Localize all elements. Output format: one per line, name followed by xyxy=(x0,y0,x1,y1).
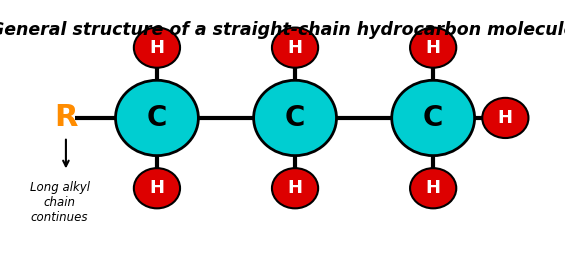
Ellipse shape xyxy=(410,168,457,208)
Ellipse shape xyxy=(115,80,198,156)
Ellipse shape xyxy=(254,80,337,156)
Text: H: H xyxy=(425,39,441,57)
Ellipse shape xyxy=(392,80,475,156)
Ellipse shape xyxy=(483,98,528,138)
Ellipse shape xyxy=(134,28,180,68)
Text: H: H xyxy=(288,179,302,197)
Text: C: C xyxy=(147,104,167,132)
Ellipse shape xyxy=(272,28,318,68)
Text: C: C xyxy=(285,104,305,132)
Text: C: C xyxy=(423,104,444,132)
Text: H: H xyxy=(150,179,164,197)
Ellipse shape xyxy=(134,168,180,208)
Ellipse shape xyxy=(272,168,318,208)
Text: General structure of a straight-chain hydrocarbon molecule: General structure of a straight-chain hy… xyxy=(0,21,565,39)
Text: Long alkyl
chain
continues: Long alkyl chain continues xyxy=(29,181,90,224)
Text: H: H xyxy=(498,109,513,127)
Text: R: R xyxy=(54,103,77,132)
Text: H: H xyxy=(425,179,441,197)
Text: H: H xyxy=(288,39,302,57)
Ellipse shape xyxy=(410,28,457,68)
Text: H: H xyxy=(150,39,164,57)
